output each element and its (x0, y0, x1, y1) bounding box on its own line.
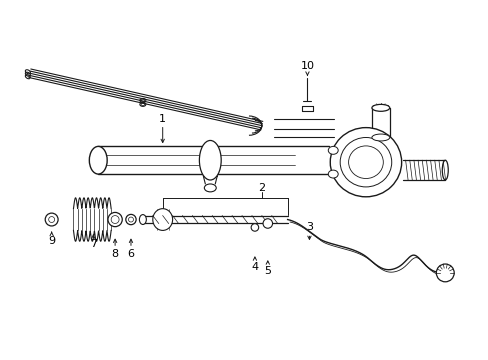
Text: 8: 8 (111, 249, 119, 259)
Ellipse shape (152, 209, 172, 230)
Ellipse shape (327, 170, 338, 178)
Ellipse shape (89, 147, 107, 174)
Ellipse shape (329, 127, 401, 197)
Text: 2: 2 (258, 183, 265, 193)
Text: 5: 5 (264, 266, 271, 276)
Ellipse shape (441, 160, 447, 180)
Ellipse shape (340, 138, 391, 187)
Ellipse shape (327, 147, 338, 154)
Circle shape (111, 216, 119, 224)
Text: 10: 10 (300, 61, 314, 71)
Ellipse shape (139, 215, 146, 225)
Text: 1: 1 (159, 114, 166, 124)
Ellipse shape (348, 146, 383, 179)
Circle shape (108, 212, 122, 227)
Circle shape (125, 215, 136, 225)
Ellipse shape (371, 104, 389, 111)
Ellipse shape (204, 184, 216, 192)
Circle shape (435, 264, 453, 282)
Text: 7: 7 (90, 239, 97, 249)
Text: 4: 4 (251, 262, 258, 272)
Circle shape (49, 217, 55, 222)
Circle shape (263, 219, 272, 228)
Text: 3: 3 (305, 222, 312, 233)
Circle shape (251, 224, 258, 231)
Ellipse shape (199, 140, 221, 180)
Text: 6: 6 (127, 249, 134, 259)
Circle shape (128, 217, 133, 222)
Ellipse shape (371, 134, 389, 141)
Circle shape (45, 213, 58, 226)
Text: 9: 9 (48, 236, 55, 246)
